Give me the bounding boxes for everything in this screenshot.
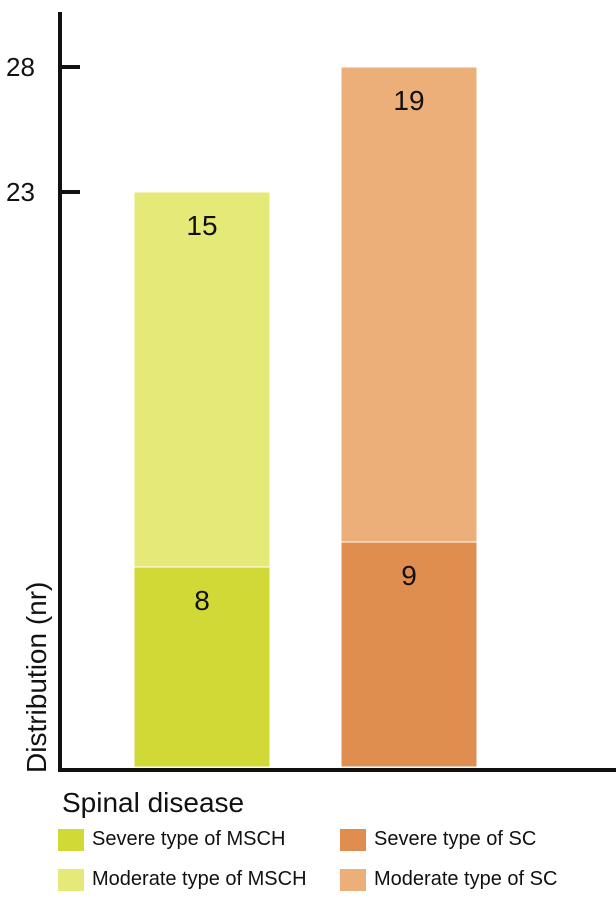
legend-swatch [340,828,366,851]
legend-item-moderate-msch: Moderate type of MSCH [58,868,307,891]
y-ticks-group: 23 28 [6,52,80,207]
value-label: 9 [401,560,417,591]
legend-swatch [58,828,84,851]
bars-group [133,66,478,768]
legend-swatch [58,868,84,891]
axes-group [58,12,616,772]
legend-item-moderate-sc: Moderate type of SC [340,868,557,891]
legend: Severe type of MSCH Severe type of SC Mo… [58,828,614,898]
legend-item-severe-sc: Severe type of SC [340,828,536,851]
value-label: 19 [393,85,424,116]
value-label: 8 [194,585,210,616]
legend-label: Severe type of MSCH [92,828,286,850]
y-tick-label: 28 [6,52,35,82]
value-label: 15 [186,210,217,241]
x-axis-title: Spinal disease [62,787,244,818]
legend-swatch [340,868,366,891]
value-labels-group: 8 15 9 19 [186,85,424,616]
bar-segment-severe-type-of-msch [133,566,271,768]
y-tick-label: 23 [6,177,35,207]
bar-segment-moderate-type-of-sc [340,66,478,543]
legend-label: Moderate type of SC [374,868,558,890]
y-axis-title: Distribution (nr) [21,582,52,773]
bar-segment-moderate-type-of-msch [133,191,271,568]
legend-label: Moderate type of MSCH [92,868,307,890]
bar-segment-severe-type-of-sc [340,541,478,768]
legend-item-severe-msch: Severe type of MSCH [58,828,285,851]
legend-label: Severe type of SC [374,828,537,850]
